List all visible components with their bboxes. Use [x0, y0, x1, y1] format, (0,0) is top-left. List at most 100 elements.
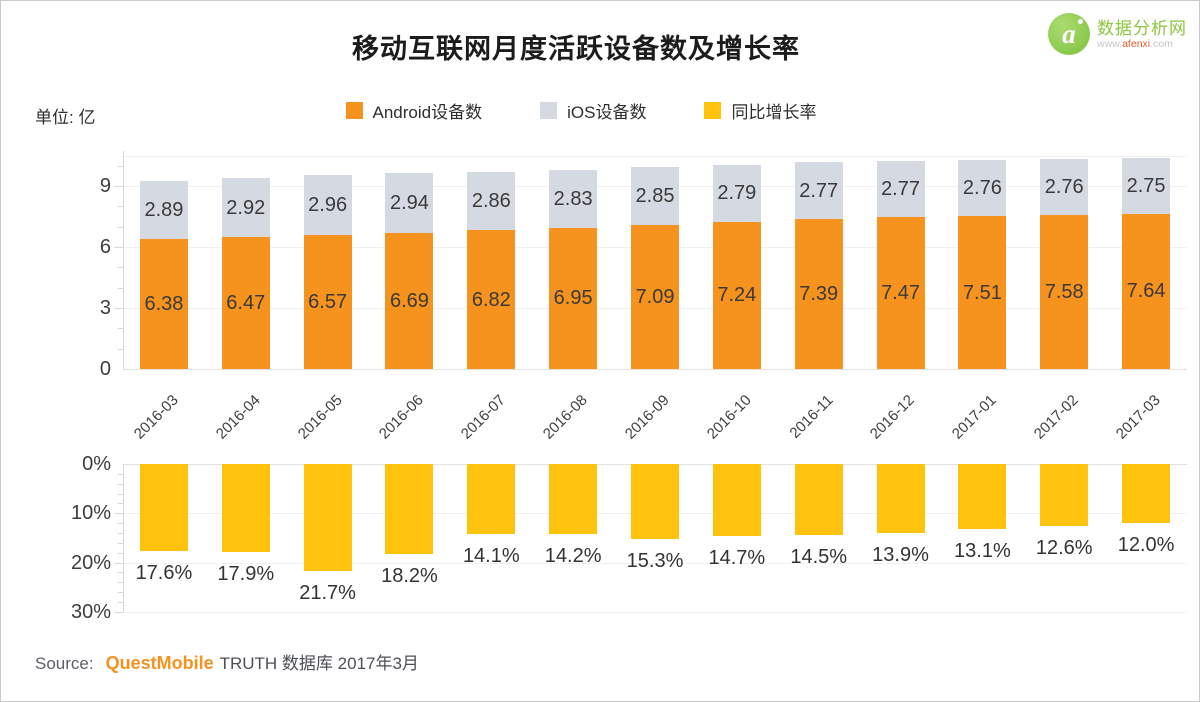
axis-tick — [118, 523, 123, 525]
android-value-label: 6.47 — [226, 292, 266, 315]
android-value-label: 7.24 — [717, 284, 757, 307]
unit-label: 单位: 亿 — [35, 108, 96, 127]
android-value-label: 7.58 — [1044, 280, 1084, 303]
axis-tick — [118, 493, 123, 495]
android-bar-segment — [1040, 214, 1089, 369]
legend-label-ios: iOS设备数 — [567, 103, 647, 122]
ios-value-label: 2.75 — [1126, 174, 1166, 197]
growth-value-label: 14.2% — [544, 545, 602, 567]
gridline — [123, 562, 1187, 564]
ios-bar-segment — [876, 160, 925, 218]
legend-item-ios: iOS设备数 — [540, 98, 646, 123]
android-bar-segment — [1122, 213, 1171, 369]
android-value-label: 6.69 — [389, 289, 429, 312]
source-brand: QuestMobile — [105, 653, 214, 673]
afenxi-logo: a 数据分析网 www.afenxi.com — [1048, 13, 1187, 55]
android-value-label: 7.64 — [1126, 280, 1166, 303]
ios-bar-segment — [303, 175, 352, 236]
android-swatch-icon — [345, 102, 363, 119]
growth-bar — [876, 464, 925, 533]
legend-item-growth: 同比增长率 — [704, 98, 816, 123]
growth-value-label: 14.5% — [790, 546, 848, 569]
android-bar-segment — [876, 217, 925, 369]
gridline — [123, 611, 1187, 613]
axis-tick — [118, 483, 123, 485]
growth-bar — [794, 464, 843, 536]
android-bar-segment — [958, 216, 1007, 369]
source-suffix: TRUTH 数据库 2017年3月 — [219, 654, 419, 673]
y-tick-label: 3 — [99, 297, 111, 319]
ios-bar-segment — [385, 173, 434, 233]
ios-value-label: 2.83 — [553, 187, 593, 210]
axis-tick — [118, 165, 123, 167]
page-title: 移动互联网月度活跃设备数及增长率 — [352, 34, 800, 64]
android-value-label: 6.38 — [144, 293, 184, 316]
android-value-label: 6.57 — [308, 291, 348, 314]
axis-tick — [118, 348, 123, 350]
ios-value-label: 2.85 — [635, 184, 675, 207]
axis-tick — [118, 602, 123, 604]
ios-bar-segment — [467, 172, 516, 231]
ios-swatch-icon — [540, 102, 558, 119]
axis-tick — [118, 542, 123, 544]
ios-value-label: 2.76 — [1044, 175, 1084, 198]
afenxi-logo-icon: a — [1048, 13, 1090, 55]
logo-text: 数据分析网 www.afenxi.com — [1097, 19, 1187, 50]
android-value-label: 7.09 — [635, 285, 675, 308]
axis-tick — [118, 552, 123, 554]
axis-tick — [118, 503, 123, 505]
growth-value-label: 15.3% — [626, 550, 684, 573]
growth-bar — [303, 464, 352, 571]
growth-bar — [712, 464, 761, 537]
axis-tick — [118, 287, 123, 289]
android-value-label: 7.47 — [881, 282, 920, 305]
ios-value-label: 2.76 — [962, 177, 1002, 200]
axis-tick — [114, 247, 123, 249]
y-axis-line — [123, 464, 124, 612]
axis-tick — [118, 328, 123, 330]
ios-bar-segment — [712, 165, 761, 222]
android-bar-segment — [549, 227, 598, 369]
ios-value-label: 2.89 — [144, 198, 184, 221]
growth-bar — [958, 464, 1007, 529]
ios-bar-segment — [631, 166, 679, 225]
android-bar-segment — [221, 237, 270, 369]
y-tick-label: 0 — [99, 358, 111, 380]
growth-bar — [1040, 464, 1089, 527]
ios-value-label: 2.79 — [717, 182, 757, 205]
android-bar-segment — [303, 235, 352, 369]
axis-tick — [118, 473, 123, 475]
android-value-label: 7.51 — [962, 281, 1002, 304]
growth-value-label: 12.6% — [1035, 537, 1093, 560]
ios-value-label: 2.86 — [471, 190, 511, 213]
growth-value-label: 12.0% — [1117, 534, 1175, 557]
axis-tick — [118, 592, 123, 594]
android-bar-segment — [631, 224, 679, 369]
growth-value-label: 17.6% — [135, 561, 193, 584]
y-tick-label: 20% — [70, 551, 111, 574]
android-bar-segment — [467, 230, 516, 369]
y-tick-label: 0% — [82, 453, 111, 475]
android-bar-segment — [139, 239, 188, 369]
ios-value-label: 2.96 — [308, 194, 348, 217]
ios-bar-segment — [794, 162, 843, 219]
growth-bar — [385, 464, 434, 554]
growth-value-label: 13.1% — [954, 539, 1011, 562]
url-brand: afenxi — [1122, 37, 1151, 50]
growth-bar — [1122, 464, 1171, 524]
x-axis-line — [123, 369, 1187, 370]
growth-value-label: 21.7% — [299, 581, 356, 604]
sparkle-icon — [1078, 19, 1083, 24]
axis-tick — [114, 186, 123, 188]
gridline — [123, 155, 1187, 157]
source-line: Source: QuestMobile TRUTH 数据库 2017年3月 — [35, 649, 419, 674]
android-bar-segment — [712, 221, 761, 369]
y-tick-label: 30% — [70, 600, 111, 623]
axis-tick — [118, 226, 123, 228]
growth-bar — [549, 464, 598, 534]
y-tick-label: 10% — [70, 502, 111, 525]
growth-value-label: 14.7% — [708, 547, 766, 570]
ios-bar-segment — [1122, 157, 1171, 214]
